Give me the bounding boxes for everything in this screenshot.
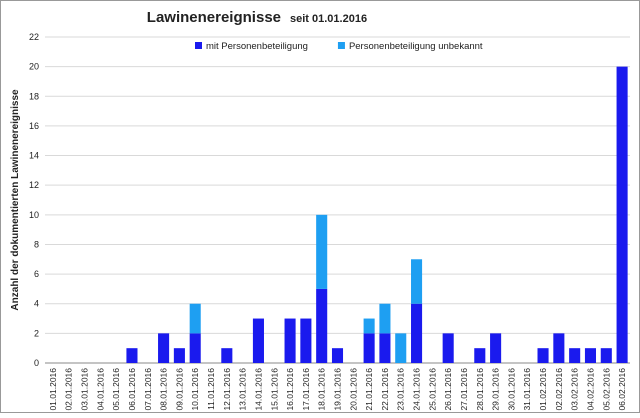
x-tick-label: 12.01.2016 <box>222 368 232 411</box>
y-tick-label: 8 <box>34 239 39 249</box>
x-tick-label: 22.01.2016 <box>380 368 390 411</box>
x-tick-label: 13.01.2016 <box>238 368 248 411</box>
bar-segment <box>616 66 628 364</box>
bar-segment <box>553 333 565 363</box>
bar-segment <box>379 303 391 334</box>
y-tick-label: 10 <box>29 210 39 220</box>
bar-segment <box>411 259 423 304</box>
x-tick-label: 04.01.2016 <box>95 368 105 411</box>
x-tick-label: 02.01.2016 <box>64 368 74 411</box>
x-tick-label: 05.01.2016 <box>111 368 121 411</box>
bar-segment <box>379 333 391 363</box>
y-tick-label: 14 <box>29 151 39 161</box>
bar-segment <box>221 348 233 363</box>
bar-segment <box>252 318 264 363</box>
x-tick-label: 15.01.2016 <box>269 368 279 411</box>
legend-label: Personenbeteiligung unbekannt <box>349 41 483 52</box>
bar-segment <box>537 348 549 363</box>
x-tick-label: 30.01.2016 <box>506 368 516 411</box>
x-tick-label: 08.01.2016 <box>159 368 169 411</box>
bar-segment <box>363 318 375 334</box>
y-tick-label: 22 <box>29 32 39 42</box>
bar-segment <box>442 333 454 363</box>
x-tick-label: 26.01.2016 <box>443 368 453 411</box>
x-tick-label: 05.02.2016 <box>601 368 611 411</box>
x-tick-label: 03.01.2016 <box>80 368 90 411</box>
x-tick-label: 06.02.2016 <box>617 368 627 411</box>
x-tick-label: 06.01.2016 <box>127 368 137 411</box>
bar-segment <box>158 333 170 363</box>
x-tick-label: 25.01.2016 <box>427 368 437 411</box>
x-tick-label: 01.01.2016 <box>48 368 58 411</box>
bar-segment <box>490 333 502 363</box>
bar-segment <box>584 348 597 363</box>
y-axis-label: Anzahl der dokumentierten Lawinenereigni… <box>10 89 21 311</box>
x-tick-label: 16.01.2016 <box>285 368 295 411</box>
y-tick-label: 20 <box>29 62 39 72</box>
x-tick-label: 27.01.2016 <box>459 368 469 411</box>
bar-segment <box>569 348 581 363</box>
bar-segment <box>189 303 201 334</box>
x-tick-label: 09.01.2016 <box>174 368 184 411</box>
bar-segment <box>189 333 201 363</box>
x-tick-label: 24.01.2016 <box>412 368 422 411</box>
y-tick-label: 0 <box>34 358 39 368</box>
x-tick-label: 07.01.2016 <box>143 368 153 411</box>
legend-swatch <box>195 42 202 49</box>
bar-segment <box>316 288 328 363</box>
x-tick-label: 04.02.2016 <box>585 368 595 411</box>
x-tick-label: 29.01.2016 <box>491 368 501 411</box>
x-tick-label: 31.01.2016 <box>522 368 532 411</box>
x-tick-label: 21.01.2016 <box>364 368 374 411</box>
x-tick-label: 19.01.2016 <box>333 368 343 411</box>
legend-swatch <box>337 42 345 49</box>
chart-subtitle: seit 01.01.2016 <box>290 13 367 25</box>
bar-segment <box>395 333 407 363</box>
bar-segment <box>284 318 296 363</box>
y-tick-label: 4 <box>34 299 39 309</box>
legend-label: mit Personenbeteiligung <box>206 41 308 52</box>
bar-segment <box>363 333 375 363</box>
x-tick-label: 20.01.2016 <box>348 368 358 411</box>
y-tick-label: 6 <box>34 269 39 279</box>
x-tick-label: 10.01.2016 <box>190 368 200 411</box>
bar-segment <box>600 348 612 363</box>
bar-segment <box>126 348 138 363</box>
x-tick-label: 03.02.2016 <box>570 368 580 411</box>
y-tick-label: 12 <box>29 180 39 190</box>
x-tick-label: 02.02.2016 <box>554 368 564 411</box>
chart-title: Lawinenereignisse <box>147 9 281 26</box>
y-tick-label: 18 <box>29 91 39 101</box>
x-tick-label: 18.01.2016 <box>317 368 327 411</box>
y-tick-label: 16 <box>29 121 39 131</box>
bar-segment <box>173 348 185 363</box>
x-tick-label: 28.01.2016 <box>475 368 485 411</box>
bar-segment <box>411 303 423 363</box>
bar-segment <box>300 318 312 363</box>
bar-segment <box>316 214 328 289</box>
bar-segment <box>474 348 486 363</box>
x-tick-label: 17.01.2016 <box>301 368 311 411</box>
x-tick-label: 14.01.2016 <box>253 368 263 411</box>
bar-segment <box>331 348 344 363</box>
y-tick-label: 2 <box>34 328 39 338</box>
x-tick-label: 01.02.2016 <box>538 368 548 411</box>
x-tick-label: 11.01.2016 <box>206 368 216 410</box>
x-tick-label: 23.01.2016 <box>396 368 406 411</box>
